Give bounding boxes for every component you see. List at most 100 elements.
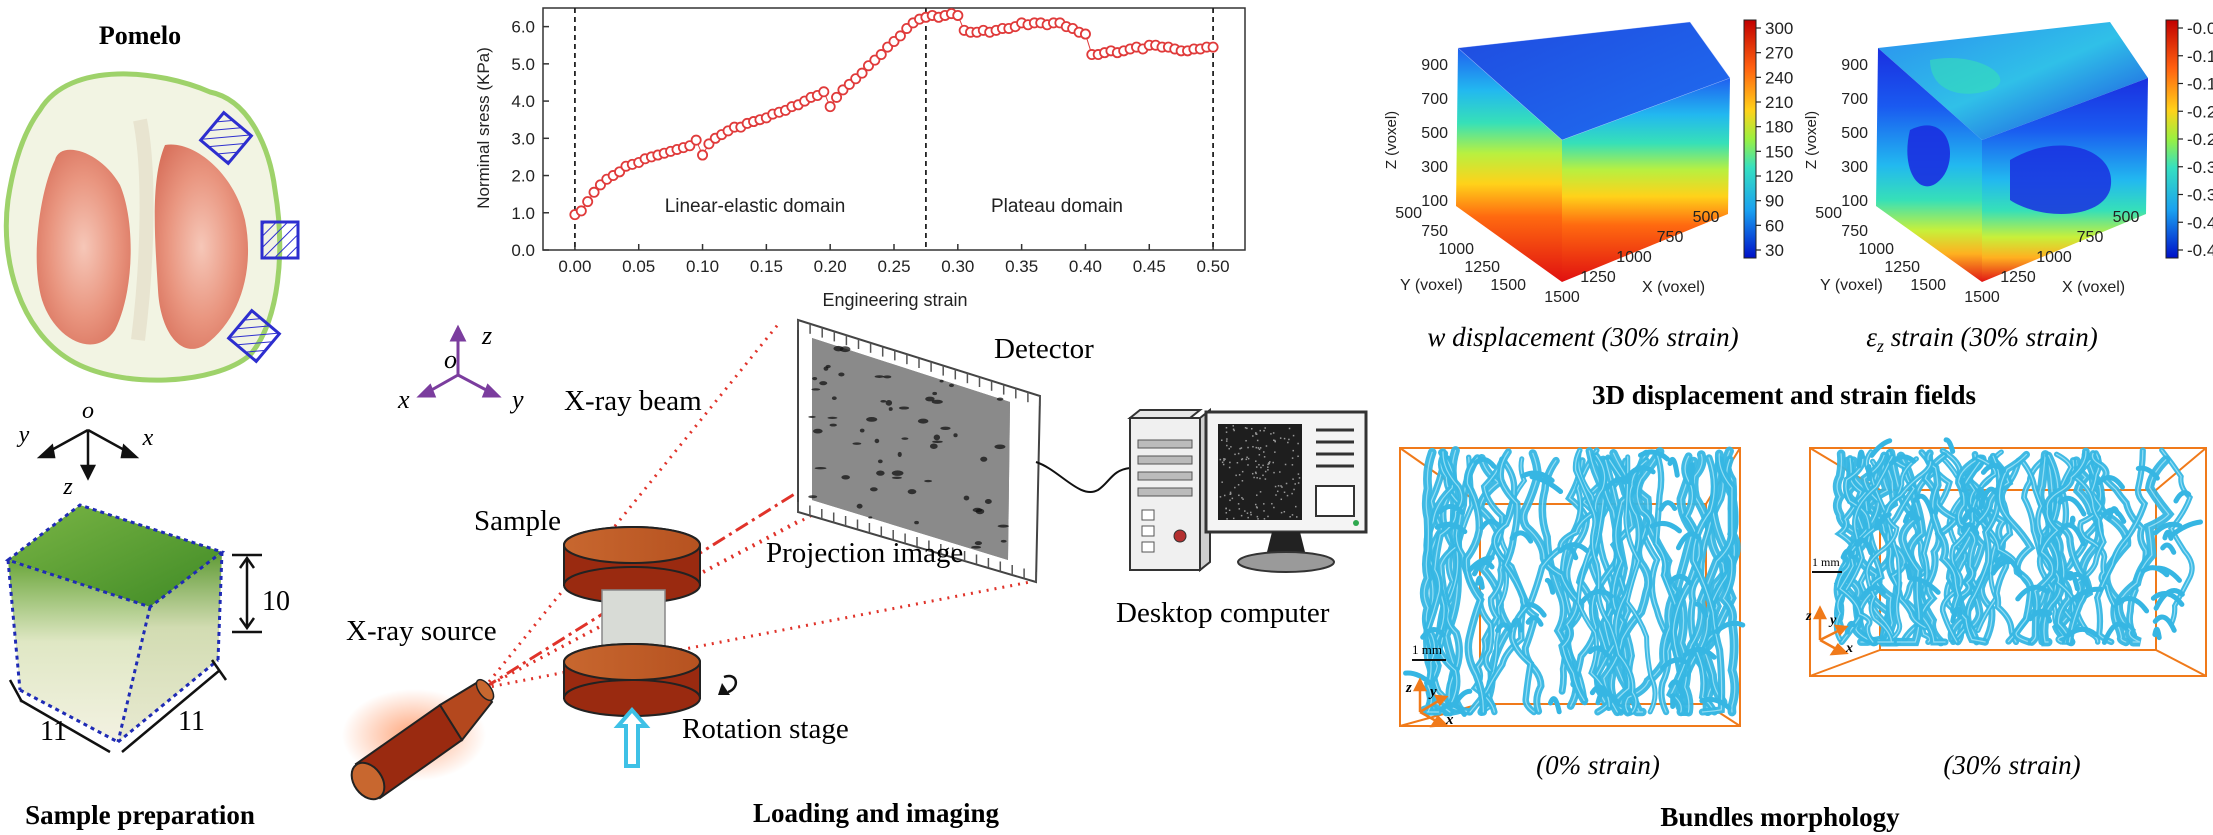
chart-x-tick-label: 0.20 bbox=[814, 257, 847, 276]
x-tick-label: 750 bbox=[2077, 229, 2104, 246]
z-tick-label: 700 bbox=[1841, 91, 1868, 108]
bundle-left-axes bbox=[1412, 659, 1449, 728]
xray-beam-label: X-ray beam bbox=[564, 385, 702, 417]
bundle-left-caption: (0% strain) bbox=[1536, 750, 1660, 780]
x-tick-label: 750 bbox=[1657, 229, 1684, 246]
chart-x-tick-label: 0.50 bbox=[1197, 257, 1230, 276]
chart-data-point bbox=[894, 30, 906, 42]
sample-axis-o: o bbox=[82, 398, 94, 424]
chart-x-tick-label: 0.05 bbox=[622, 257, 655, 276]
chart-y-tick-label: 0.0 bbox=[511, 241, 535, 260]
y-tick-label: 1500 bbox=[1490, 277, 1526, 294]
bundle-right-caption: (30% strain) bbox=[1943, 750, 2080, 780]
chart-y-tick-label: 2.0 bbox=[511, 167, 535, 186]
colorbar-tick-label: 90 bbox=[1765, 192, 1784, 211]
sample-location-middle bbox=[260, 220, 300, 260]
chart-data-point bbox=[875, 49, 887, 61]
fields-heading: 3D displacement and strain fields bbox=[1592, 380, 1976, 410]
colorbar-tick-label: -0.3 bbox=[2187, 158, 2213, 177]
xray-source-label: X-ray source bbox=[346, 615, 497, 647]
setup-axes bbox=[416, 324, 502, 398]
colorbar-tick-label: 30 bbox=[1765, 241, 1784, 260]
desktop-computer bbox=[1035, 407, 1368, 573]
displacement-colorbar bbox=[1743, 19, 1757, 259]
x-tick-label: 1000 bbox=[2036, 249, 2072, 266]
detector-label: Detector bbox=[994, 333, 1094, 365]
y-tick-label: 750 bbox=[1421, 223, 1448, 240]
bundles-panel: 1 mm z y x 1 mm z y x (0% strain) (30% s… bbox=[1399, 437, 2207, 832]
x-axis-label: X (voxel) bbox=[1642, 279, 1705, 296]
chart-x-tick-label: 0.15 bbox=[750, 257, 783, 276]
z-tick-label: 500 bbox=[1841, 125, 1868, 142]
colorbar-tick-label: 210 bbox=[1765, 93, 1793, 112]
chart-ylabel: Norminal sress (KPa) bbox=[474, 47, 493, 209]
strain-caption-symbol: ε bbox=[1866, 322, 1877, 352]
bundle-network-left bbox=[1403, 446, 1746, 717]
dimension-width-left: 11 bbox=[40, 716, 67, 747]
z-axis-label: Z (voxel) bbox=[1803, 111, 1820, 169]
y-tick-label: 750 bbox=[1841, 223, 1868, 240]
chart-data-point bbox=[1207, 41, 1219, 53]
chart-data-point bbox=[588, 186, 600, 198]
dimension-lines bbox=[8, 553, 262, 754]
colorbar-tick-label: 120 bbox=[1765, 167, 1793, 186]
pomelo-title: Pomelo bbox=[99, 21, 181, 50]
x-tick-label: 1500 bbox=[1964, 289, 2000, 306]
displacement-caption: w displacement (30% strain) bbox=[1427, 322, 1738, 352]
chart-data-point bbox=[856, 67, 868, 79]
sample-loader bbox=[563, 526, 737, 717]
chart-x-ticks: 0.00 0.05 0.10 0.15 0.20 0.25 0.30 0.35 0.40 0.45… bbox=[558, 244, 1230, 276]
chart-x-tick-label: 0.40 bbox=[1069, 257, 1102, 276]
chart-data-point bbox=[831, 91, 843, 103]
chart-data-point bbox=[582, 196, 594, 208]
chart-annotation-plateau: Plateau domain bbox=[991, 196, 1123, 217]
colorbar-tick-label: -0.05 bbox=[2187, 19, 2213, 38]
y-tick-label: 1500 bbox=[1910, 277, 1946, 294]
x-tick-label: 1250 bbox=[1580, 269, 1616, 286]
bundle-left-x: x bbox=[1445, 712, 1454, 728]
rotation-stage-label: Rotation stage bbox=[682, 713, 849, 745]
chart-data-point bbox=[818, 86, 830, 98]
chart-annotation-linear: Linear-elastic domain bbox=[665, 196, 846, 217]
chart-x-tick-label: 0.00 bbox=[558, 257, 591, 276]
sample-axis-y: y bbox=[17, 422, 30, 448]
chart-y-tick-label: 1.0 bbox=[511, 204, 535, 223]
y-tick-label: 1250 bbox=[1884, 259, 1920, 276]
setup-axis-x: x bbox=[397, 385, 410, 414]
x-tick-label: 500 bbox=[1693, 209, 1720, 226]
colorbar-tick-label: 180 bbox=[1765, 118, 1793, 137]
z-axis-label: Z (voxel) bbox=[1383, 111, 1400, 169]
z-tick-label: 300 bbox=[1841, 159, 1868, 176]
x-axis-label: X (voxel) bbox=[2062, 279, 2125, 296]
chart-x-tick-label: 0.25 bbox=[877, 257, 910, 276]
strain-colorbar-ticks: -0.05 -0.1 -0.15 -0.2 -0.25 -0.3 -0.35 -0.4 -0.4… bbox=[2178, 19, 2213, 260]
strain-caption-sub: z bbox=[1876, 336, 1884, 356]
colorbar-tick-label: -0.15 bbox=[2187, 75, 2213, 94]
colorbar-tick-label: 300 bbox=[1765, 19, 1793, 38]
chart-x-tick-label: 0.30 bbox=[941, 257, 974, 276]
chart-y-tick-label: 4.0 bbox=[511, 92, 535, 111]
chart-data-point bbox=[1079, 28, 1091, 40]
bundle-right-axes bbox=[1812, 571, 1849, 656]
y-tick-label: 1250 bbox=[1464, 259, 1500, 276]
y-tick-label: 1000 bbox=[1858, 241, 1894, 258]
z-tick-label: 100 bbox=[1421, 193, 1448, 210]
colorbar-tick-label: -0.35 bbox=[2187, 186, 2213, 205]
z-tick-label: 300 bbox=[1421, 159, 1448, 176]
sample-preparation-panel: Pomelo o y x z bbox=[3, 21, 300, 830]
chart-data-point bbox=[697, 149, 709, 161]
bundle-right-y: y bbox=[1828, 613, 1837, 628]
bundle-left-scale: 1 mm bbox=[1412, 642, 1442, 657]
loading-imaging-panel: z o x y Detector X-ray beam bbox=[342, 318, 1368, 828]
chart-markers bbox=[569, 8, 1219, 221]
chart-y-tick-label: 5.0 bbox=[511, 55, 535, 74]
sample-axis-x: x bbox=[142, 425, 154, 451]
x-tick-label: 1250 bbox=[2000, 269, 2036, 286]
chart-x-tick-label: 0.45 bbox=[1133, 257, 1166, 276]
displacement-colorbar-ticks: 300 270 240 210 180 150 120 90 60 30 bbox=[1756, 19, 1793, 260]
bundle-right-x: x bbox=[1845, 641, 1853, 656]
sample-preparation-caption: Sample preparation bbox=[25, 800, 255, 830]
bundle-left-y: y bbox=[1428, 684, 1437, 700]
